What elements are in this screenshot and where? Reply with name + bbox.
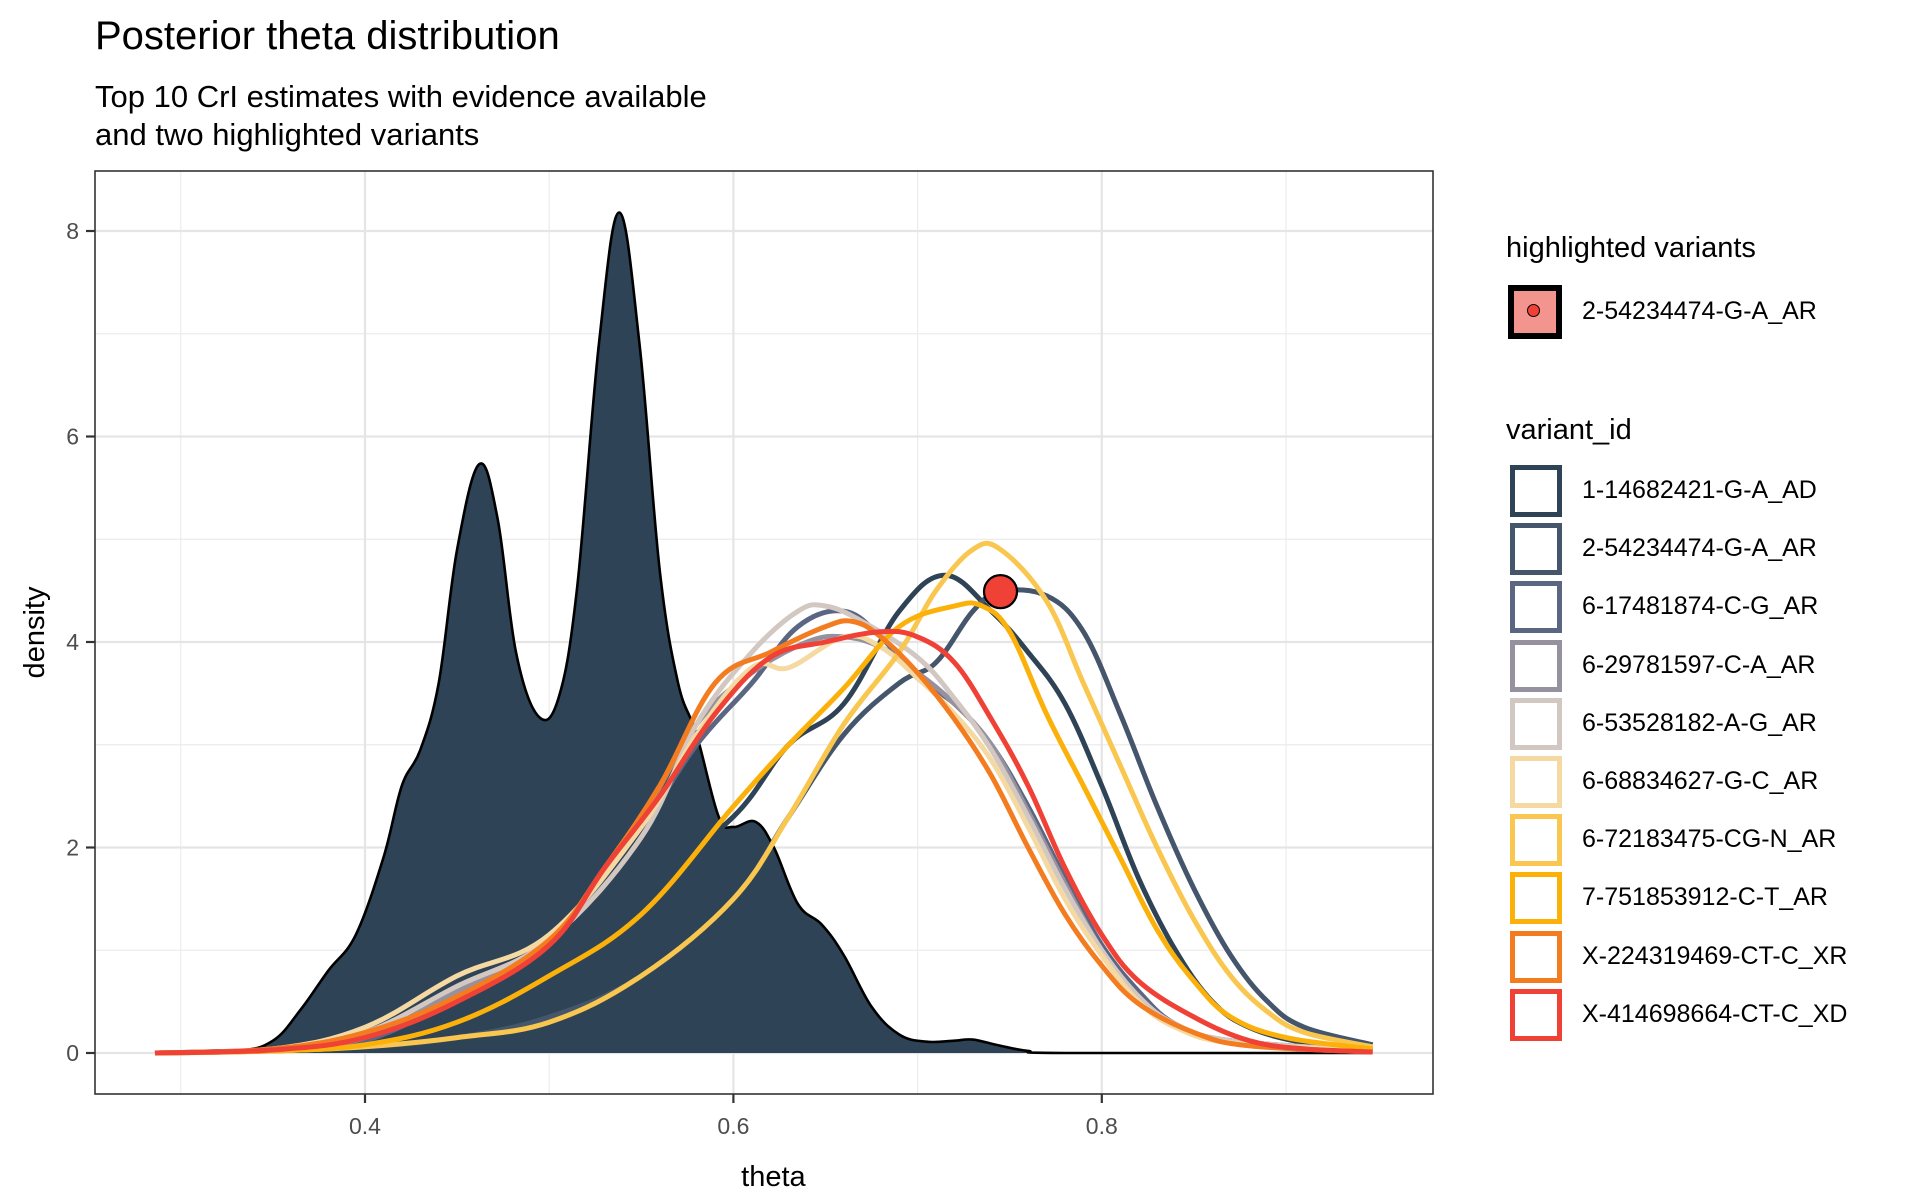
legend-key-1-14682421-G-A_AD — [1510, 465, 1562, 517]
y-tick-label: 6 — [66, 424, 79, 450]
legend-label-variant: 1-14682421-G-A_AD — [1582, 476, 1817, 504]
legend-label-variant: 6-29781597-C-A_AR — [1582, 650, 1816, 679]
x-tick-label: 0.4 — [349, 1113, 381, 1139]
legend-label-variant: X-224319469-CT-C_XR — [1582, 941, 1848, 970]
filled-density — [154, 211, 1373, 1055]
x-axis-label: theta — [741, 1161, 806, 1193]
chart-subtitle: Top 10 CrI estimates with evidence avail… — [95, 78, 707, 154]
density-line-X-224319469-CT-C_XR — [154, 618, 1373, 1056]
y-tick-label: 2 — [66, 835, 79, 861]
legend-key-2-54234474-G-A_AR — [1510, 523, 1562, 576]
legend-title-variant: variant_id — [1506, 414, 1632, 446]
subtitle-line-1: Top 10 CrI estimates with evidence avail… — [95, 79, 707, 114]
legend-title-highlighted: highlighted variants — [1506, 232, 1756, 264]
y-tick-label: 4 — [66, 629, 79, 655]
legend-label-variant: 7-751853912-C-T_AR — [1582, 883, 1828, 912]
highlight-point-2-54234474-G-A_AR — [982, 574, 1019, 610]
legend-key-highlighted — [1508, 285, 1562, 339]
filled-density-area — [155, 212, 1373, 1053]
legend-label-variant: 2-54234474-G-A_AR — [1582, 534, 1817, 563]
density-lines — [154, 540, 1374, 1056]
density-line-1-14682421-G-A_AD — [154, 572, 1373, 1056]
density-line-6-53528182-A-G_AR — [154, 602, 1373, 1056]
legend-key-6-17481874-C-G_AR — [1510, 581, 1562, 634]
legend-label-highlighted: 2-54234474-G-A_AR — [1582, 297, 1817, 325]
legend-key-7-751853912-C-T_AR — [1510, 872, 1562, 925]
highlight-points — [982, 574, 1019, 610]
density-line-7-751853912-C-T_AR — [154, 600, 1373, 1056]
legend-label-variant: 6-68834627-G-C_AR — [1582, 767, 1819, 795]
legend-key-6-68834627-G-C_AR — [1510, 756, 1562, 808]
subtitle-line-2: and two highlighted variants — [95, 117, 480, 152]
filled-density-outline — [154, 211, 1373, 1055]
legend-key-X-414698664-CT-C_XD — [1510, 988, 1562, 1041]
highlight-dot-icon — [1527, 304, 1540, 317]
y-axis-label: density — [19, 586, 51, 678]
y-tick-label: 0 — [66, 1040, 79, 1066]
panel-border — [94, 170, 1434, 1095]
legend-label-variant: 6-17481874-C-G_AR — [1582, 592, 1819, 621]
x-tick-label: 0.6 — [717, 1113, 749, 1139]
density-line-6-72183475-CG-N_AR — [154, 540, 1374, 1056]
legend-label-variant: 6-72183475-CG-N_AR — [1582, 825, 1837, 854]
x-tick-label: 0.8 — [1086, 1113, 1118, 1139]
legend-key-6-29781597-C-A_AR — [1510, 639, 1562, 692]
y-tick-label: 8 — [66, 218, 79, 244]
legend-label-variant: X-414698664-CT-C_XD — [1582, 999, 1848, 1028]
legend-key-6-72183475-CG-N_AR — [1510, 814, 1562, 867]
legend-key-6-53528182-A-G_AR — [1510, 697, 1562, 750]
legend-label-variant: 6-53528182-A-G_AR — [1582, 708, 1817, 737]
legend-key-X-224319469-CT-C_XR — [1510, 930, 1562, 983]
axes: 0.4 0.6 0.8 0 2 4 6 8 — [66, 218, 1118, 1139]
density-line-X-414698664-CT-C_XD — [154, 628, 1373, 1056]
chart-title: Posterior theta distribution — [95, 14, 560, 58]
